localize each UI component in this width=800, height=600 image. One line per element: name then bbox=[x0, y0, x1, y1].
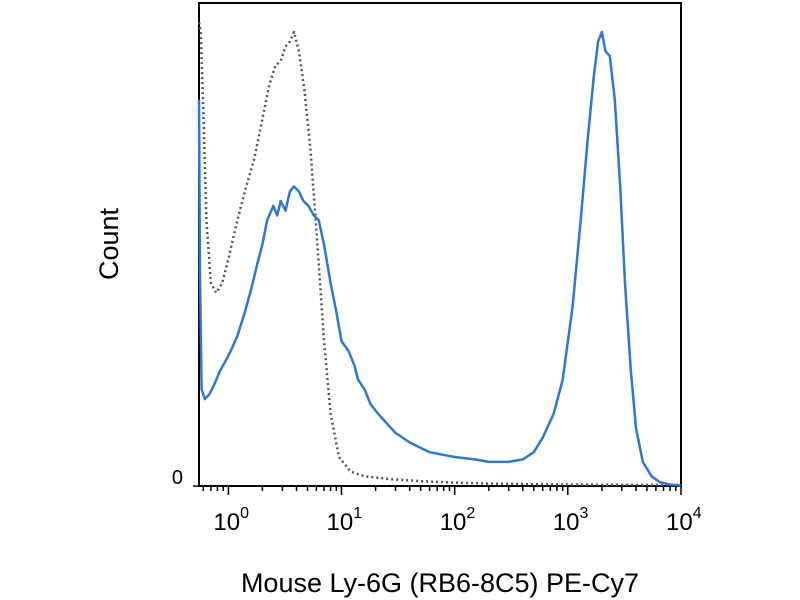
x-tick-base: 10 bbox=[553, 509, 580, 536]
plot-frame bbox=[198, 2, 682, 487]
series-line-solid bbox=[197, 30, 682, 487]
y-axis-label: Count bbox=[94, 207, 124, 280]
x-tick-exponent: 3 bbox=[580, 505, 589, 522]
series-layer bbox=[197, 22, 682, 487]
tick-layer: 100 101 102 103 104 bbox=[202, 486, 702, 536]
x-tick-exponent: 2 bbox=[466, 505, 475, 522]
y-tick-layer: 0 bbox=[172, 467, 199, 489]
x-tick-label: 102 bbox=[440, 505, 476, 536]
x-tick-label: 101 bbox=[327, 505, 363, 536]
x-tick-base: 10 bbox=[440, 509, 467, 536]
x-tick-exponent: 1 bbox=[353, 505, 362, 522]
x-tick-label: 103 bbox=[553, 505, 589, 536]
x-axis-label: Mouse Ly-6G (RB6-8C5) PE-Cy7 bbox=[241, 568, 639, 598]
x-tick-exponent: 0 bbox=[240, 505, 249, 522]
series-line-dotted bbox=[197, 22, 682, 487]
x-tick-base: 10 bbox=[213, 509, 240, 536]
x-tick-label: 100 bbox=[213, 505, 249, 536]
y-tick-label: 0 bbox=[172, 467, 183, 489]
x-tick-base: 10 bbox=[327, 509, 354, 536]
x-tick-exponent: 4 bbox=[693, 505, 702, 522]
x-tick-base: 10 bbox=[666, 509, 693, 536]
x-tick-label: 104 bbox=[666, 505, 702, 536]
